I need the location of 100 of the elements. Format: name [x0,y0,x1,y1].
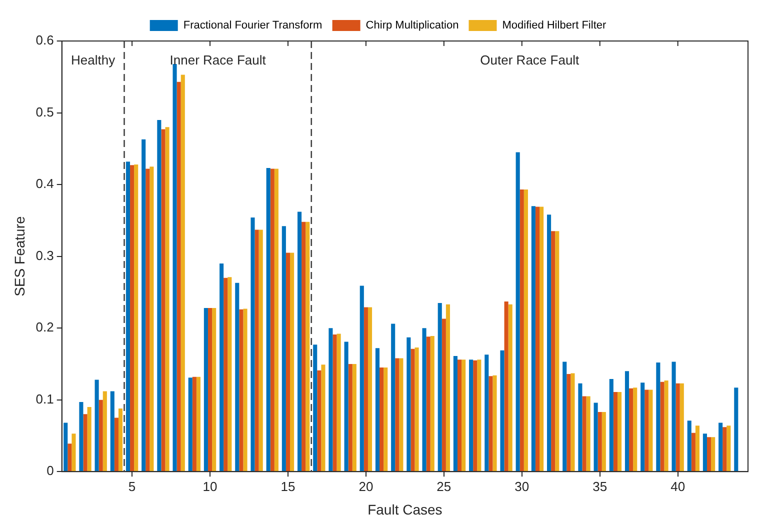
bar [395,358,400,472]
bar [702,434,707,472]
bar [208,308,212,472]
bar [726,426,731,472]
bar [562,362,567,472]
x-tick-label: 10 [202,478,218,494]
bar [414,347,419,472]
bar [220,263,224,472]
bar [516,152,520,472]
bar [98,400,103,472]
y-tick-label: 0.4 [36,176,54,192]
bar [114,418,118,472]
bar [239,309,244,472]
x-tick-label: 25 [436,478,452,494]
bar [676,383,680,472]
bar [360,286,364,472]
bar [87,407,92,472]
bar [457,360,462,472]
annotation: Healthy [71,52,116,68]
bar [446,304,450,472]
bar [146,168,150,472]
bar [508,304,512,472]
bar [695,426,700,472]
bar [188,378,192,472]
bar [531,206,536,472]
bar [391,324,396,472]
bar [297,212,302,472]
bar [64,422,68,472]
bar [586,396,590,472]
bar [72,434,76,472]
bar [375,348,380,472]
bar [224,278,228,472]
bar [79,402,84,472]
x-tick-label: 5 [128,478,136,494]
bar [274,168,278,472]
x-axis-title: Fault Cases [368,501,442,518]
y-tick-label: 0.3 [36,248,54,263]
bar [328,328,333,472]
bar [364,307,368,472]
bar [551,231,556,472]
bar [711,437,716,472]
bar [336,334,341,472]
bar [102,391,107,472]
bar [165,127,170,472]
bar [290,252,294,472]
bar [469,360,474,472]
bar [368,307,372,472]
bar [520,190,524,472]
bar [488,376,493,472]
y-axis-title: SES Feature [11,216,28,296]
bar [473,360,478,472]
y-tick-label: 0.1 [36,391,54,406]
bar [118,408,123,472]
bar [235,282,240,472]
bar [422,328,426,472]
bar [68,444,72,472]
bar [609,379,614,472]
bar [660,382,664,472]
bar [286,252,290,472]
x-tick-label: 30 [514,478,530,494]
bar [438,302,442,472]
bar [624,371,630,472]
bar [110,391,114,472]
y-tick-label: 0.5 [36,104,54,120]
bar [380,368,384,472]
bar [321,364,326,472]
bar [134,164,138,472]
bar [718,422,723,472]
bar [535,206,540,472]
bar [453,356,458,472]
x-tick-label: 15 [280,478,296,494]
bar [648,390,653,472]
bar [546,214,552,472]
bar [734,388,738,472]
bar [406,337,411,472]
bar [250,218,255,472]
annotation: Outer Race Fault [480,52,580,68]
bar [500,350,504,472]
y-tick-label: 0.2 [36,320,54,335]
bar [598,412,602,472]
bar [566,374,571,472]
bar [504,302,508,472]
x-tick-label: 35 [592,478,608,494]
bar [282,226,286,472]
bar [672,362,676,472]
bar [344,342,348,472]
bar [680,383,684,472]
bar [94,380,99,472]
bar [266,168,270,472]
bar [150,166,154,472]
bar [306,222,310,472]
bar [484,354,489,472]
bar [691,432,696,472]
bar [204,308,208,472]
bar [524,190,528,472]
bar [722,427,727,472]
bar [228,277,232,472]
bar [384,368,388,472]
bar [270,168,274,472]
bar [687,420,692,472]
